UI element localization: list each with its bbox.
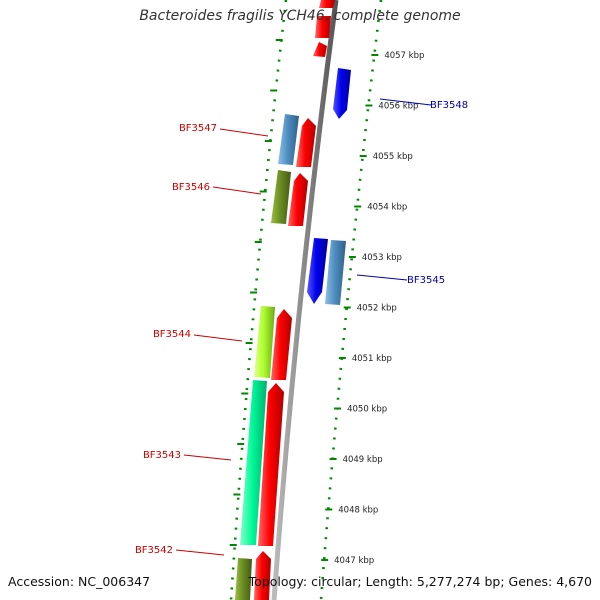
leader-BF3543: [183, 454, 232, 461]
label-BF3546: BF3546: [172, 182, 210, 193]
gene-BF3545-partner: [307, 238, 328, 304]
gene-BF3547: [278, 114, 299, 165]
gene-BF3544-partner: [271, 309, 292, 380]
ruler-label: 4047 kbp: [334, 556, 374, 566]
ruler-label: 4056 kbp: [378, 102, 418, 112]
ruler-label: 4054 kbp: [367, 203, 407, 213]
gene-BF3543-partner: [258, 383, 284, 546]
label-BF3548: BF3548: [430, 100, 468, 111]
label-BF3542: BF3542: [135, 545, 173, 556]
ruler-label: 4049 kbp: [343, 455, 383, 465]
ruler-label: 4057 kbp: [384, 51, 424, 61]
label-BF3545: BF3545: [407, 275, 445, 286]
ruler-ticks: [229, 39, 379, 561]
gene-features: [235, 0, 351, 600]
gene-BF3546: [271, 170, 291, 224]
leader-BF3545: [356, 274, 408, 281]
ruler-label: 4050 kbp: [347, 405, 387, 415]
label-leaders: [175, 98, 432, 556]
gene-arrow-top-1: [319, 0, 335, 8]
genome-backbone: [271, 0, 339, 600]
label-BF3543: BF3543: [143, 450, 181, 461]
label-BF3544: BF3544: [153, 329, 191, 340]
gene-BF3548: [333, 68, 351, 119]
gene-arrow-top-3: [313, 42, 327, 57]
accession-text: Accession: NC_006347: [8, 574, 151, 589]
gene-labels: BF3548 BF3547 BF3546 BF3545 BF3544 BF354…: [135, 100, 468, 556]
gene-BF3542-partner: [254, 551, 271, 600]
gene-BF3545: [325, 240, 346, 305]
leader-BF3544: [193, 334, 243, 342]
ruler-label: 4053 kbp: [362, 253, 402, 263]
genome-title: Bacteroides fragilis YCH46, complete gen…: [139, 8, 461, 24]
outer-ruler-arc: [319, 0, 383, 600]
leader-BF3542: [175, 549, 225, 556]
gene-arrow-top-2: [315, 16, 331, 38]
topology-summary: Topology: circular; Length: 5,277,274 bp…: [248, 574, 592, 589]
gene-BF3547-partner: [296, 118, 316, 167]
leader-BF3546: [212, 186, 262, 195]
inner-ruler-arc: [229, 0, 288, 600]
ruler-label: 4051 kbp: [352, 354, 392, 364]
ruler-label: 4052 kbp: [357, 304, 397, 314]
ruler-label: 4055 kbp: [373, 152, 413, 162]
label-BF3547: BF3547: [179, 123, 217, 134]
gene-BF3546-partner: [288, 173, 308, 226]
gene-BF3543: [240, 380, 267, 545]
ruler-label: 4048 kbp: [338, 506, 378, 516]
ruler-labels: 4057 kbp 4056 kbp 4055 kbp 4054 kbp 4053 kbp…: [334, 51, 424, 566]
leader-BF3548: [379, 98, 432, 106]
leader-BF3547: [219, 128, 269, 137]
gene-BF3542: [235, 558, 252, 600]
gene-BF3544: [254, 306, 275, 378]
